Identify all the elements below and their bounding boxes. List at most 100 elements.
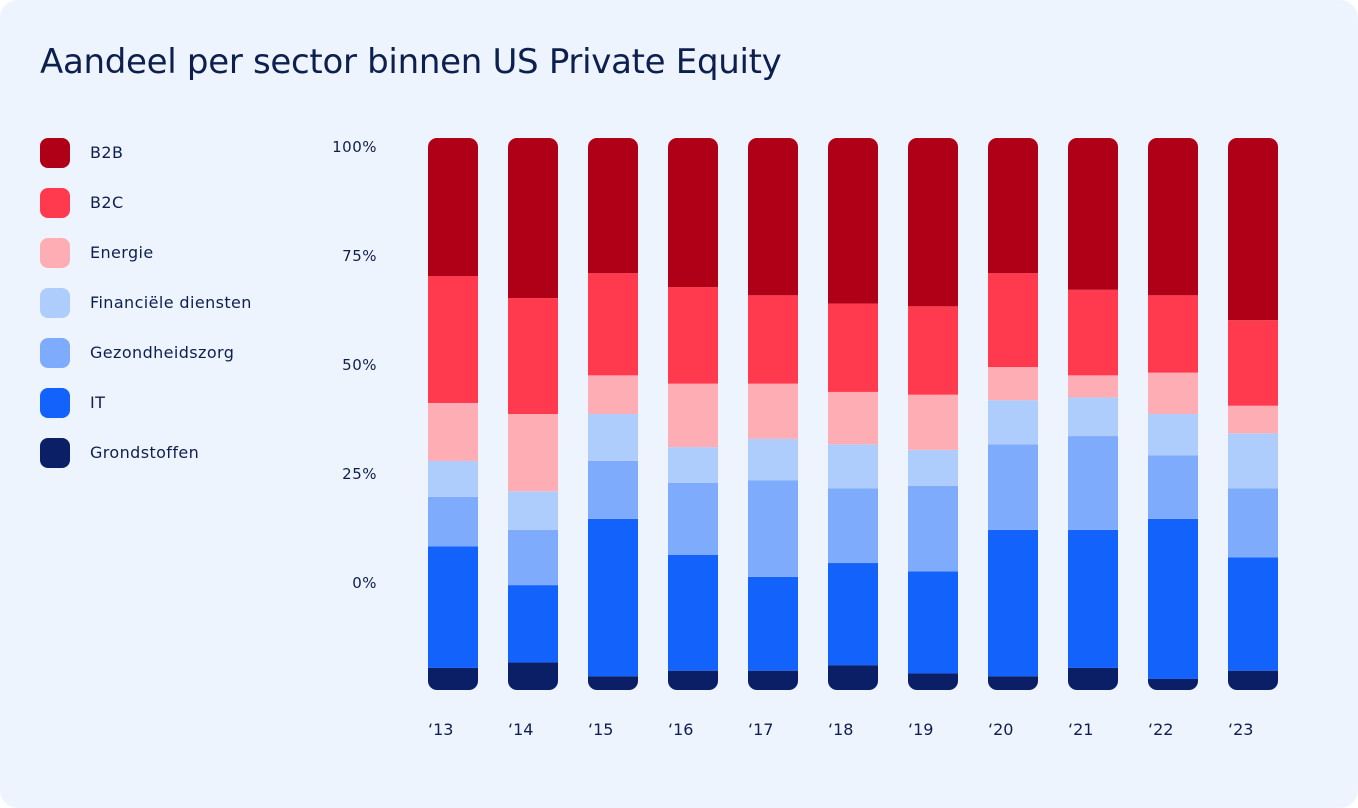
bar-segment: [1228, 138, 1278, 321]
bar-segment: [588, 676, 638, 690]
bar-segment: [748, 438, 798, 481]
bar-segment: [668, 483, 718, 555]
bar-stack: [1148, 138, 1198, 690]
bar-segment: [508, 491, 558, 530]
bar-segment: [828, 444, 878, 489]
bar-segment: [748, 383, 798, 439]
bar-stack: [988, 138, 1038, 690]
legend-swatch: [40, 138, 70, 168]
bar-segment: [588, 518, 638, 677]
legend-swatch: [40, 238, 70, 268]
bar-segment: [748, 295, 798, 384]
bar-segment: [828, 303, 878, 392]
legend-label: IT: [90, 393, 106, 412]
bar-segment: [908, 485, 958, 572]
bar-segment: [1228, 557, 1278, 671]
x-tick-label: ‘13: [428, 720, 453, 739]
bar-segment: [428, 496, 478, 547]
x-tick-label: ‘17: [748, 720, 773, 739]
bar-segment: [908, 394, 958, 450]
bar-stack: [828, 138, 878, 690]
bar-segment: [988, 529, 1038, 677]
bar-stack: [748, 138, 798, 690]
bar-segment: [428, 546, 478, 668]
bar-segment: [508, 298, 558, 414]
x-tick-label: ‘23: [1228, 720, 1253, 739]
bar-segment: [988, 676, 1038, 690]
bar-segment: [668, 383, 718, 448]
bar-segment: [1228, 405, 1278, 434]
bar-segment: [988, 138, 1038, 274]
legend-swatch: [40, 388, 70, 418]
bar-segment: [1068, 397, 1118, 437]
bar-segment: [828, 563, 878, 666]
bar-segment: [1068, 436, 1118, 530]
bar-segment: [588, 138, 638, 274]
bar-segment: [428, 402, 478, 461]
bar-segment: [1148, 678, 1198, 690]
legend-swatch: [40, 188, 70, 218]
bar-segment: [1228, 433, 1278, 489]
bar-segment: [828, 138, 878, 304]
bar-segment: [748, 670, 798, 690]
bar-segment: [428, 276, 478, 403]
bar-segment: [748, 138, 798, 296]
bar-segment: [1068, 667, 1118, 690]
x-tick-label: ‘21: [1068, 720, 1093, 739]
bar-segment: [668, 287, 718, 384]
bar-segment: [988, 273, 1038, 368]
x-tick-label: ‘14: [508, 720, 533, 739]
x-tick-label: ‘18: [828, 720, 853, 739]
x-tick-label: ‘19: [908, 720, 933, 739]
y-tick-label: 0%: [352, 574, 377, 592]
legend-swatch: [40, 288, 70, 318]
legend-label: Gezondheidszorg: [90, 343, 235, 362]
bar-segment: [428, 667, 478, 690]
bar-segment: [428, 138, 478, 276]
bar-segment: [908, 306, 958, 395]
bar-segment: [1228, 488, 1278, 558]
y-tick-label: 100%: [332, 138, 377, 156]
legend-swatch: [40, 338, 70, 368]
bar-segment: [908, 571, 958, 674]
bar-segment: [828, 488, 878, 564]
x-tick-label: ‘16: [668, 720, 693, 739]
x-tick-label: ‘15: [588, 720, 613, 739]
bar-stack: [588, 138, 638, 690]
legend-label: Energie: [90, 243, 154, 262]
x-tick-label: ‘22: [1148, 720, 1173, 739]
legend-label: B2B: [90, 143, 124, 162]
x-tick-label: ‘20: [988, 720, 1013, 739]
legend-label: B2C: [90, 193, 124, 212]
bar-segment: [1148, 372, 1198, 414]
bar-segment: [588, 273, 638, 376]
bar-segment: [748, 480, 798, 577]
bar-segment: [508, 529, 558, 586]
bar-segment: [1068, 375, 1118, 398]
legend-label: Financiële diensten: [90, 293, 252, 312]
bar-stack: [908, 138, 958, 690]
bar-segment: [588, 375, 638, 414]
bar-segment: [988, 400, 1038, 445]
bar-segment: [1228, 670, 1278, 690]
bar-segment: [1148, 518, 1198, 679]
legend-swatch: [40, 438, 70, 468]
legend-label: Grondstoffen: [90, 443, 200, 462]
bar-segment: [828, 391, 878, 445]
bar-segment: [908, 673, 958, 690]
bar-segment: [748, 576, 798, 671]
bar-segment: [988, 444, 1038, 530]
bar-segment: [1068, 289, 1118, 376]
bar-stack: [1068, 138, 1118, 690]
bar-segment: [668, 670, 718, 690]
bar-segment: [668, 138, 718, 288]
chart-title: Aandeel per sector binnen US Private Equ…: [40, 42, 782, 82]
bar-stack: [508, 138, 558, 690]
bar-stack: [668, 138, 718, 690]
bar-segment: [588, 414, 638, 461]
y-tick-label: 50%: [342, 356, 377, 374]
bar-segment: [1148, 455, 1198, 519]
bar-segment: [908, 449, 958, 486]
